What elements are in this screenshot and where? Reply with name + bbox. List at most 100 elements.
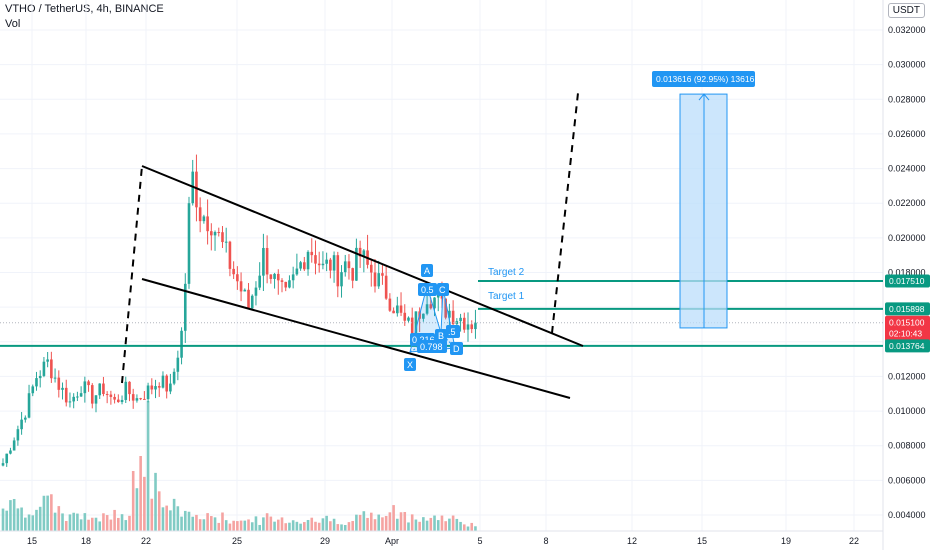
volume-bar [57, 506, 61, 531]
volume-bar [444, 521, 447, 531]
candle-body [5, 453, 9, 464]
volume-bar [332, 518, 336, 531]
volume-bar [180, 516, 183, 531]
wedge-upper-line[interactable] [141, 165, 584, 347]
volume-bar [329, 521, 332, 531]
prior-breakout-dashed-line[interactable] [121, 165, 143, 384]
candle-body [213, 232, 217, 236]
candle-body [76, 396, 79, 398]
volume-bar [161, 507, 165, 531]
time-axis[interactable]: 15 18 22 25 29 Apr 5 8 12 15 19 22 [27, 536, 859, 546]
candle-body [448, 310, 451, 318]
candle-body [262, 247, 265, 276]
candle-body [321, 263, 325, 266]
currency-selector-button[interactable]: USDT [887, 3, 925, 18]
volume-bar [418, 521, 421, 531]
time-tick-label: 29 [320, 536, 330, 546]
volume-bar [128, 515, 131, 531]
candle-body [83, 381, 87, 394]
harmonic-d-label: D [453, 344, 460, 354]
xabcd-harmonic-pattern[interactable]: X A B C D 0.5 .5 0.216 0.798 [404, 264, 463, 371]
candle-body [42, 361, 46, 376]
candle-body [172, 371, 176, 384]
volume-bar [466, 526, 470, 531]
volume-bar [98, 521, 102, 531]
target-2-label: Target 2 [488, 267, 525, 278]
wedge-lower-line[interactable] [141, 278, 571, 399]
volume-bar [9, 500, 12, 531]
harmonic-ratio-bd-box [446, 325, 460, 338]
harmonic-ratio-xb-box [417, 340, 447, 353]
volume-bar [187, 511, 191, 531]
volume-bar [258, 524, 261, 531]
candle-body [470, 324, 474, 330]
volume-bar [403, 512, 407, 531]
price-range-measure[interactable]: 0.013616 (92.95%) 13616 [652, 71, 755, 329]
candle-body [269, 274, 273, 279]
volume-bar [451, 515, 455, 531]
price-axis[interactable]: 0.032000 0.030000 0.028000 0.026000 0.024000… [888, 25, 926, 520]
candle-body [131, 394, 135, 401]
candle-body [444, 298, 447, 318]
candle-body [202, 216, 206, 222]
price-tick-label: 0.022000 [888, 198, 926, 208]
price-tick-label: 0.026000 [888, 129, 926, 139]
projected-breakout-dashed-line[interactable] [551, 92, 579, 334]
volume-bar [38, 506, 42, 531]
volume-bar [247, 519, 250, 531]
candle-body [351, 268, 354, 281]
volume-bar [462, 524, 466, 531]
candle-body [343, 261, 347, 273]
price-tick-label: 0.018000 [888, 268, 926, 278]
volume-bar [358, 514, 362, 531]
candle-body [183, 283, 187, 331]
harmonic-a-label: A [424, 266, 430, 276]
volume-bar [262, 517, 265, 531]
candle-body [250, 295, 254, 309]
volume-bar [373, 519, 377, 531]
time-tick-label: 19 [781, 536, 791, 546]
candle-body [195, 171, 198, 208]
candle-body [340, 272, 343, 287]
candle-body [165, 375, 168, 392]
candle-body [247, 289, 250, 309]
candle-body [329, 259, 332, 271]
volume-bar [150, 498, 154, 531]
candle-body [314, 255, 317, 264]
candle-body [57, 377, 61, 390]
candle-body [451, 310, 455, 325]
volume-bar [68, 514, 72, 531]
volume-bar [366, 517, 369, 531]
candle-body [332, 255, 336, 271]
volume-bar [176, 506, 180, 531]
candle-body [377, 273, 381, 287]
volume-bar [213, 517, 217, 531]
volume-bar [440, 515, 444, 531]
volume-bar [206, 513, 209, 531]
volume-bar [221, 512, 224, 531]
volume-bar [470, 522, 474, 531]
volume-bar [72, 512, 75, 531]
price-tick-label: 0.028000 [888, 94, 926, 104]
candle-body [90, 385, 94, 404]
candle-body [280, 280, 284, 282]
candle-body [53, 377, 57, 379]
candle-body [284, 281, 288, 288]
volume-bar [195, 514, 198, 531]
volume-bar [198, 519, 202, 531]
volume-bar [384, 515, 388, 531]
candle-body [414, 311, 418, 335]
volume-bar [381, 517, 384, 531]
support-price-tag [885, 339, 930, 353]
candle-body [325, 259, 328, 264]
price-tick-label: 0.030000 [888, 60, 926, 70]
volume-bar [310, 517, 314, 531]
volume-bar [291, 520, 295, 531]
volume-bar [131, 471, 135, 531]
volume-bar [83, 513, 87, 531]
candle-body [317, 263, 321, 266]
volume-bar [12, 498, 16, 531]
volume-bar [347, 522, 351, 531]
harmonic-ratio-ac: 0.5 [421, 285, 434, 295]
